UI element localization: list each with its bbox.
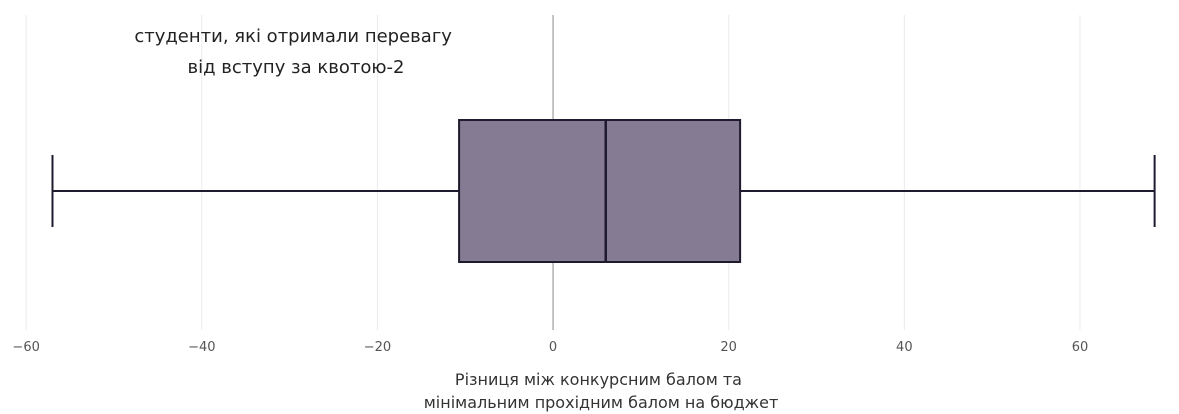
iqr-box [458,119,742,263]
x-tick-label: −60 [12,340,39,355]
x-axis-title-line-1: Різниця між конкурсним балом та [455,370,742,389]
x-tick-label: 20 [720,340,737,355]
annotation: студенти, які отримали перевагу від всту… [134,26,457,78]
x-axis-title: Різниця між конкурсним балом та мінімаль… [424,370,779,412]
box-plot [51,119,1156,263]
x-tick-label: 40 [896,340,913,355]
annotation-line-2: від вступу за квотою-2 [188,57,405,78]
x-axis-title-line-2: мінімальним прохідним балом на бюджет [424,393,779,412]
x-tick-label: 60 [1072,340,1089,355]
x-tick-label: −20 [364,340,391,355]
x-tick-label: 0 [549,340,557,355]
annotation-line-1: студенти, які отримали перевагу [134,26,452,47]
grid-lines [25,15,1081,330]
x-tick-label: −40 [188,340,215,355]
x-axis-ticks: −60 −40 −20 0 20 40 60 [12,340,1088,355]
